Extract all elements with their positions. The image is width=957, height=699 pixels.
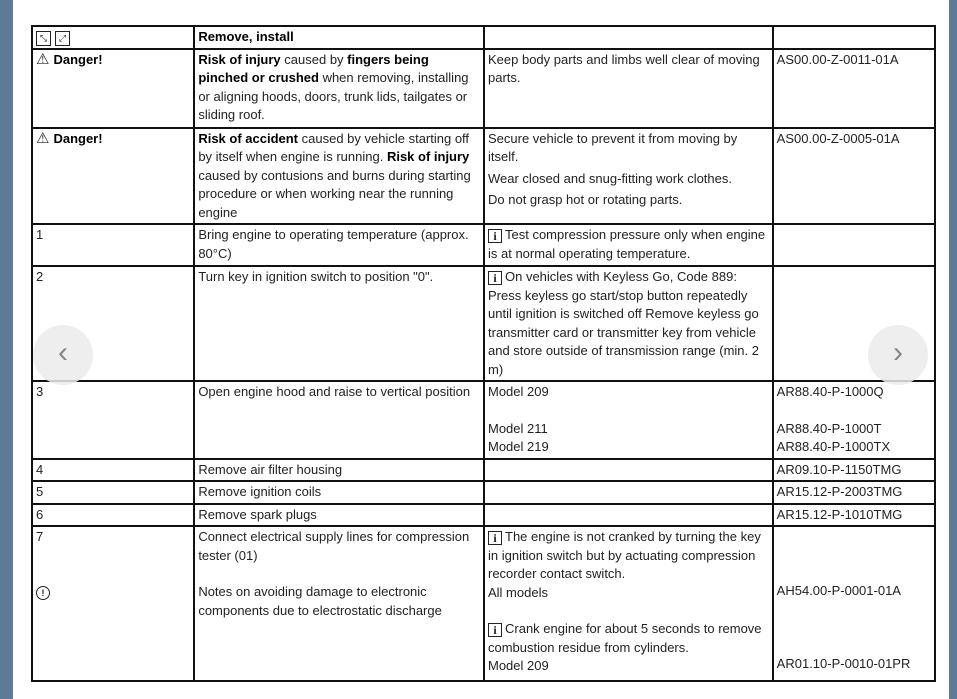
reference-link: AR88.40-P-1000T (776, 420, 882, 436)
procedure-table: ⤡ ⤢ Remove, install ⚠ Danger! Risk of inju… (30, 25, 937, 682)
reference-link[interactable]: AR15.12-P-2003TMG (771, 480, 937, 505)
reference-link: AH54.00-P-0001-01A (776, 583, 901, 598)
reference-link: AR88.40-P-1000TX (776, 439, 891, 454)
remove-icon: ⤡ (36, 31, 51, 46)
table-row: 1 Bring engine to operating temperature … (30, 223, 937, 267)
reference-link[interactable]: AS00.00-Z-0005-01A (771, 126, 937, 225)
info-icon: i (488, 271, 502, 285)
info-icon: i (488, 623, 502, 637)
previous-page-button[interactable]: ‹ (33, 325, 93, 385)
danger-text: Risk of accident caused by vehicle start… (193, 126, 485, 225)
table-row: 2 Turn key in ignition switch to positio… (30, 265, 937, 382)
table-row: ⚠ Danger! Risk of injury caused by finger… (30, 47, 937, 129)
reference-link[interactable]: AR09.10-P-1150TMG (771, 457, 937, 482)
esd-warning-icon: ! (36, 585, 50, 600)
table-row: 6 Remove spark plugs AR15.12-P-1010TMG (30, 502, 937, 527)
install-icon: ⤢ (55, 31, 70, 46)
info-icon: i (488, 531, 502, 545)
table-row: 5 Remove ignition coils AR15.12-P-2003TMG (30, 480, 937, 505)
table-row: 3 Open engine hood and raise to vertical… (30, 380, 937, 460)
reference-link: AR88.40-P-1000Q (776, 384, 884, 399)
document-page: ⤡ ⤢ Remove, install ⚠ Danger! Risk of inju… (13, 0, 949, 699)
table-row: 4 Remove air filter housing AR09.10-P-1150… (30, 457, 937, 482)
warning-icon: ⚠ (36, 129, 50, 147)
warning-icon: ⚠ (36, 50, 50, 68)
reference-link[interactable]: AS00.00-Z-0011-01A (771, 47, 937, 129)
danger-text: Risk of injury caused by fingers being p… (193, 47, 485, 129)
info-icon: i (488, 229, 502, 243)
table-row: 7! Connect electrical supply lines for c… (30, 525, 937, 682)
reference-link: AR01.10-P-0010-01PR (776, 655, 911, 671)
reference-link[interactable]: AR15.12-P-1010TMG (771, 502, 937, 527)
section-title: Remove, install (198, 29, 294, 44)
table-row: ⚠ Danger! Risk of accident caused by vehi… (30, 126, 937, 225)
table-row: ⤡ ⤢ Remove, install (30, 25, 937, 50)
next-page-button[interactable]: › (868, 325, 928, 385)
